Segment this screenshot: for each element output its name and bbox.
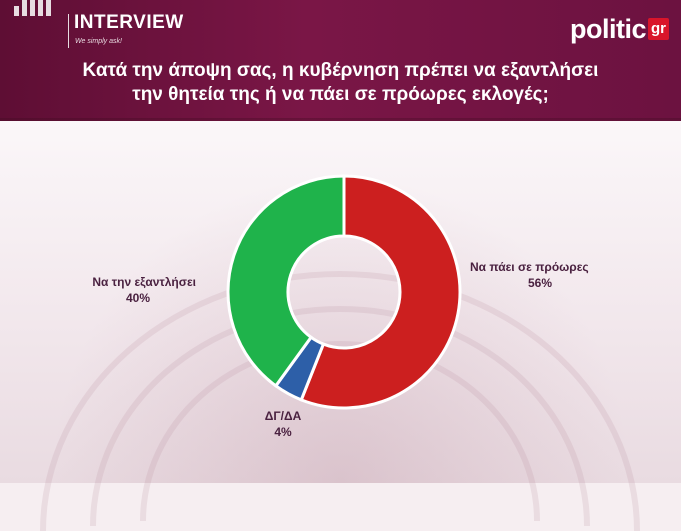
politic-wordmark: politic [570,13,647,44]
value-early-elections: 56% [528,276,552,290]
gr-badge: gr [648,18,669,40]
survey-question: Κατά την άποψη σας, η κυβέρνηση πρέπει ν… [0,59,681,107]
label-early-elections: Να πάει σε πρόωρες [470,260,589,274]
interview-wordmark: INTERVIEW [74,12,184,33]
value-dk-na: 4% [274,425,292,439]
interview-tagline: We simply ask! [75,38,122,45]
value-exhaust: 40% [126,291,150,305]
logo-divider [68,14,69,48]
label-dk-na: ΔΓ/ΔΑ [265,409,302,423]
question-line-1: Κατά την άποψη σας, η κυβέρνηση πρέπει ν… [82,60,599,81]
header-band: INTERVIEW We simply ask! politic gr Κατά… [0,0,681,121]
donut-chart: Να την εξαντλήσει 40% Να πάει σε πρόωρες… [92,174,589,439]
slice-exhaust [226,174,346,388]
slice-early-elections [299,174,462,410]
question-line-2: την θητεία της ή να πάει σε πρόωρες εκλο… [132,84,549,105]
label-exhaust: Να την εξαντλήσει [92,275,196,289]
politic-logo: politic gr [570,13,669,45]
